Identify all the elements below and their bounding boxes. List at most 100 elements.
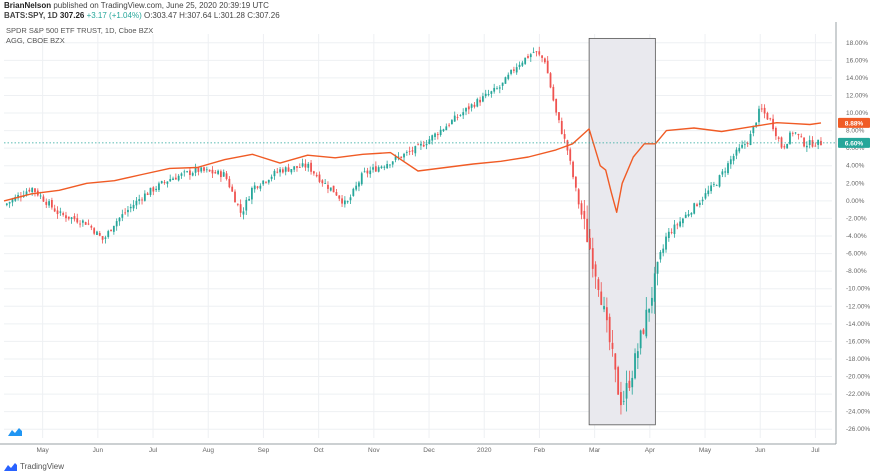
y-tick-label: -12.00% [846,303,870,310]
candle-body [518,64,521,67]
last-price: 307.26 [59,11,85,20]
chart-canvas[interactable]: 18.00% 16.00% 14.00% 12.00% 10.00% 8.00% 6.00%… [0,22,880,462]
candle-body [315,174,318,177]
candle-body [462,112,465,116]
candle-body [636,351,639,358]
grid [4,34,832,438]
publisher-name[interactable]: BrianNelson [4,1,52,10]
candle-body [296,166,298,168]
x-tick-label: Nov [368,447,380,454]
candle-body [166,181,169,184]
candle-body [445,126,448,131]
candle-body [93,228,96,234]
candle-body [203,167,205,171]
candle-body [225,173,228,179]
candle-body [59,211,62,213]
candle-body [132,204,135,209]
x-tick-label: 2020 [477,447,492,454]
legend-spy[interactable]: SPDR S&P 500 ETF TRUST, 1D, Cboe BZX [6,26,153,35]
candle-body [79,223,81,225]
candle-body [456,116,459,118]
candle-body [338,195,341,199]
candle-body [473,104,476,107]
candle-body [549,73,552,88]
candle-body [605,307,608,321]
candle-body [558,112,560,121]
candle-body [814,145,817,147]
candle-body [48,201,50,206]
candle-body [442,129,445,132]
candle-body [11,199,14,203]
x-tick-label: Jun [93,447,104,454]
candle-body [766,112,769,120]
candle-body [307,163,310,168]
candle-body [81,220,84,223]
candle-body [127,209,129,213]
y-tick-label: 14.00% [846,75,868,82]
tradingview-logo-icon [4,462,17,471]
candle-body [84,222,87,225]
candle-body [586,218,589,243]
candle-body [265,181,267,183]
candle-body [428,139,431,144]
open-label: O: [143,11,153,20]
candle-body [800,136,803,138]
candle-body [594,264,597,277]
candle-body [65,215,67,219]
highlight-rectangle[interactable] [588,37,656,426]
y-tick-label: -18.00% [846,356,870,363]
candle-body [312,171,315,174]
candle-body [662,248,665,253]
x-tick-label: Aug [202,447,214,454]
legend-agg[interactable]: AGG, CBOE BZX [6,36,65,45]
candle-body [189,170,191,176]
candle-body [146,193,149,195]
candle-body [425,144,428,146]
candle-body [786,143,789,149]
candle-body [341,198,343,204]
tradingview-footer[interactable]: TradingView [4,462,64,471]
candle-body [124,212,127,214]
candle-body [670,232,673,234]
candle-body [160,181,163,184]
candle-body [749,133,752,146]
y-tick-label: 2.00% [846,180,865,187]
candle-body [783,146,786,148]
candle-body [453,115,456,122]
candle-body [200,167,203,172]
candle-body [67,216,70,219]
candle-body [310,162,312,172]
candle-body [256,186,259,188]
candle-body [228,178,231,188]
candle-body [465,107,467,112]
candle-body [729,159,732,165]
candle-body [597,279,600,291]
candle-body [645,309,648,337]
y-tick-label: -2.00% [846,215,867,222]
candle-body [496,88,498,90]
candle-body [780,137,783,148]
candle-body [715,185,718,187]
candle-body [403,153,405,158]
candle-body [56,210,59,215]
candle-body [76,218,79,223]
candle-body [129,206,132,209]
candle-body [642,329,645,334]
candle-body [611,342,614,349]
candle-body [797,134,800,136]
candle-body [631,377,634,388]
candle-body [239,204,242,213]
candle-body [743,144,746,146]
candle-body [541,55,543,58]
candle-body [504,77,507,84]
candle-body [512,69,515,71]
y-tick-label: -10.00% [846,286,870,293]
candle-body [208,169,211,172]
candle-body [687,214,690,216]
candle-body [211,169,214,174]
candle-body [498,87,501,89]
candle-body [391,161,394,165]
candle-body [104,237,107,239]
candle-body [417,144,420,146]
candle-body [386,164,389,169]
